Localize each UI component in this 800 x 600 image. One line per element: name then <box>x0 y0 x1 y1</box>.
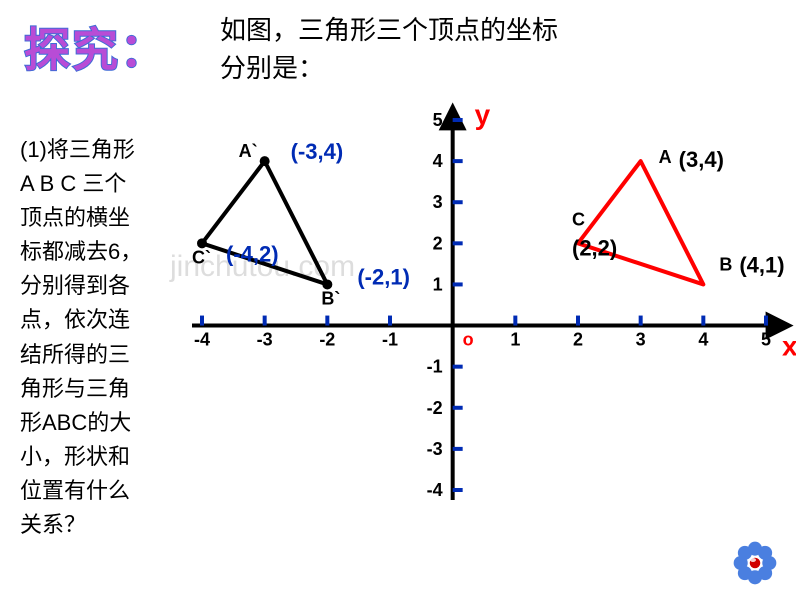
svg-text:C: C <box>572 209 585 229</box>
svg-text:2: 2 <box>573 330 583 350</box>
coordinate-chart: -4 -3 -2 -1 1 2 3 4 5 -4 -3 -2 -1 1 2 3 4 5 o x y A (3,4) B (4,1… <box>172 100 796 520</box>
svg-text:B: B <box>719 254 732 274</box>
svg-text:-1: -1 <box>427 357 443 377</box>
svg-text:-3: -3 <box>257 330 273 350</box>
svg-text:5: 5 <box>433 110 443 130</box>
svg-text:A: A <box>659 147 672 167</box>
intro-text: 如图，三角形三个顶点的坐标分别是： <box>220 12 558 87</box>
svg-text:3: 3 <box>636 330 646 350</box>
svg-text:1: 1 <box>433 274 443 294</box>
svg-text:-4: -4 <box>427 480 443 500</box>
svg-text:(-3,4): (-3,4) <box>291 139 344 164</box>
svg-text:y: y <box>475 100 491 130</box>
svg-text:B`: B` <box>321 288 340 308</box>
svg-text:4: 4 <box>698 330 708 350</box>
svg-text:(-4,2): (-4,2) <box>226 241 279 266</box>
svg-text:(4,1): (4,1) <box>739 252 784 277</box>
svg-text:A`: A` <box>239 141 258 161</box>
svg-text:-3: -3 <box>427 439 443 459</box>
svg-text:5: 5 <box>761 330 771 350</box>
svg-text:(-2,1): (-2,1) <box>357 264 410 289</box>
svg-text:-2: -2 <box>319 330 335 350</box>
svg-text:1: 1 <box>510 330 520 350</box>
svg-text:o: o <box>463 330 474 350</box>
page-title: 探究： <box>24 14 168 80</box>
svg-text:2: 2 <box>433 233 443 253</box>
svg-text:-2: -2 <box>427 398 443 418</box>
svg-text:x: x <box>782 331 796 362</box>
svg-text:-1: -1 <box>382 330 398 350</box>
svg-text:C`: C` <box>192 247 211 267</box>
question-text: (1)将三角形A B C 三个顶点的横坐标都减去6，分别得到各点，依次连结所得的… <box>20 133 142 542</box>
svg-text:3: 3 <box>433 192 443 212</box>
svg-text:(2,2): (2,2) <box>572 235 617 260</box>
svg-text:-4: -4 <box>194 330 210 350</box>
svg-text:4: 4 <box>433 151 443 171</box>
svg-text:(3,4): (3,4) <box>679 147 724 172</box>
flower-ornament <box>730 538 780 593</box>
